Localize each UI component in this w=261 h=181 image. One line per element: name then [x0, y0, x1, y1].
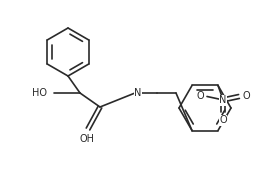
Text: N: N: [219, 96, 227, 106]
Text: N: N: [134, 88, 142, 98]
Text: OH: OH: [80, 134, 94, 144]
Text: O: O: [219, 115, 227, 125]
Text: O: O: [196, 91, 204, 102]
Text: O: O: [242, 91, 250, 102]
Text: HO: HO: [32, 88, 47, 98]
